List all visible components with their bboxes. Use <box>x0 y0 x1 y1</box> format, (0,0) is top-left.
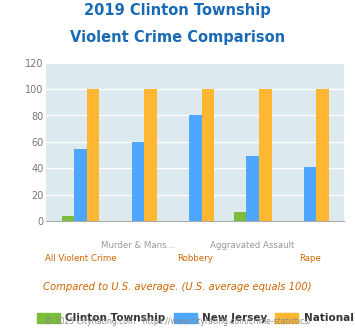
Text: Rape: Rape <box>299 254 321 263</box>
Bar <box>87 89 99 221</box>
Text: All Violent Crime: All Violent Crime <box>45 254 116 263</box>
Bar <box>234 212 246 221</box>
Text: Robbery: Robbery <box>177 254 213 263</box>
Bar <box>304 167 316 221</box>
Bar <box>259 89 272 221</box>
Text: Violent Crime Comparison: Violent Crime Comparison <box>70 30 285 45</box>
Bar <box>202 89 214 221</box>
Text: Aggravated Assault: Aggravated Assault <box>211 241 295 249</box>
Text: © 2025 CityRating.com - https://www.cityrating.com/crime-statistics/: © 2025 CityRating.com - https://www.city… <box>45 317 310 326</box>
Bar <box>189 115 202 221</box>
Bar <box>132 142 144 221</box>
Bar <box>62 216 74 221</box>
Legend: Clinton Township, New Jersey, National: Clinton Township, New Jersey, National <box>33 309 355 328</box>
Text: Murder & Mans...: Murder & Mans... <box>101 241 175 249</box>
Text: 2019 Clinton Township: 2019 Clinton Township <box>84 3 271 18</box>
Bar <box>246 156 259 221</box>
Text: Compared to U.S. average. (U.S. average equals 100): Compared to U.S. average. (U.S. average … <box>43 282 312 292</box>
Bar <box>74 148 87 221</box>
Bar <box>144 89 157 221</box>
Bar <box>316 89 329 221</box>
